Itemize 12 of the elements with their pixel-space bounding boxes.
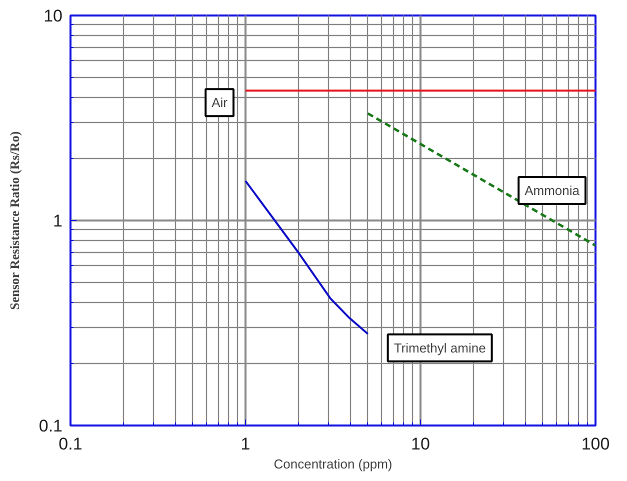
y-tick-label: 1 (53, 212, 63, 230)
x-tick-label: 100 (581, 434, 610, 454)
x-tick-label: 10 (411, 434, 430, 454)
x-axis-title: Concentration (ppm) (274, 456, 392, 472)
series-label: Air (212, 95, 228, 110)
y-tick-label: 0.1 (38, 416, 63, 436)
y-tick-label: 10 (44, 6, 63, 26)
series-label: Ammonia (524, 183, 580, 198)
x-tick-label: 0.1 (58, 434, 82, 454)
y-axis-title: Sensor Resistance Ratio (Rs/Ro) (6, 131, 22, 310)
text: Trimethyl amine (394, 340, 486, 356)
x-tick-label: 1 (240, 434, 250, 454)
